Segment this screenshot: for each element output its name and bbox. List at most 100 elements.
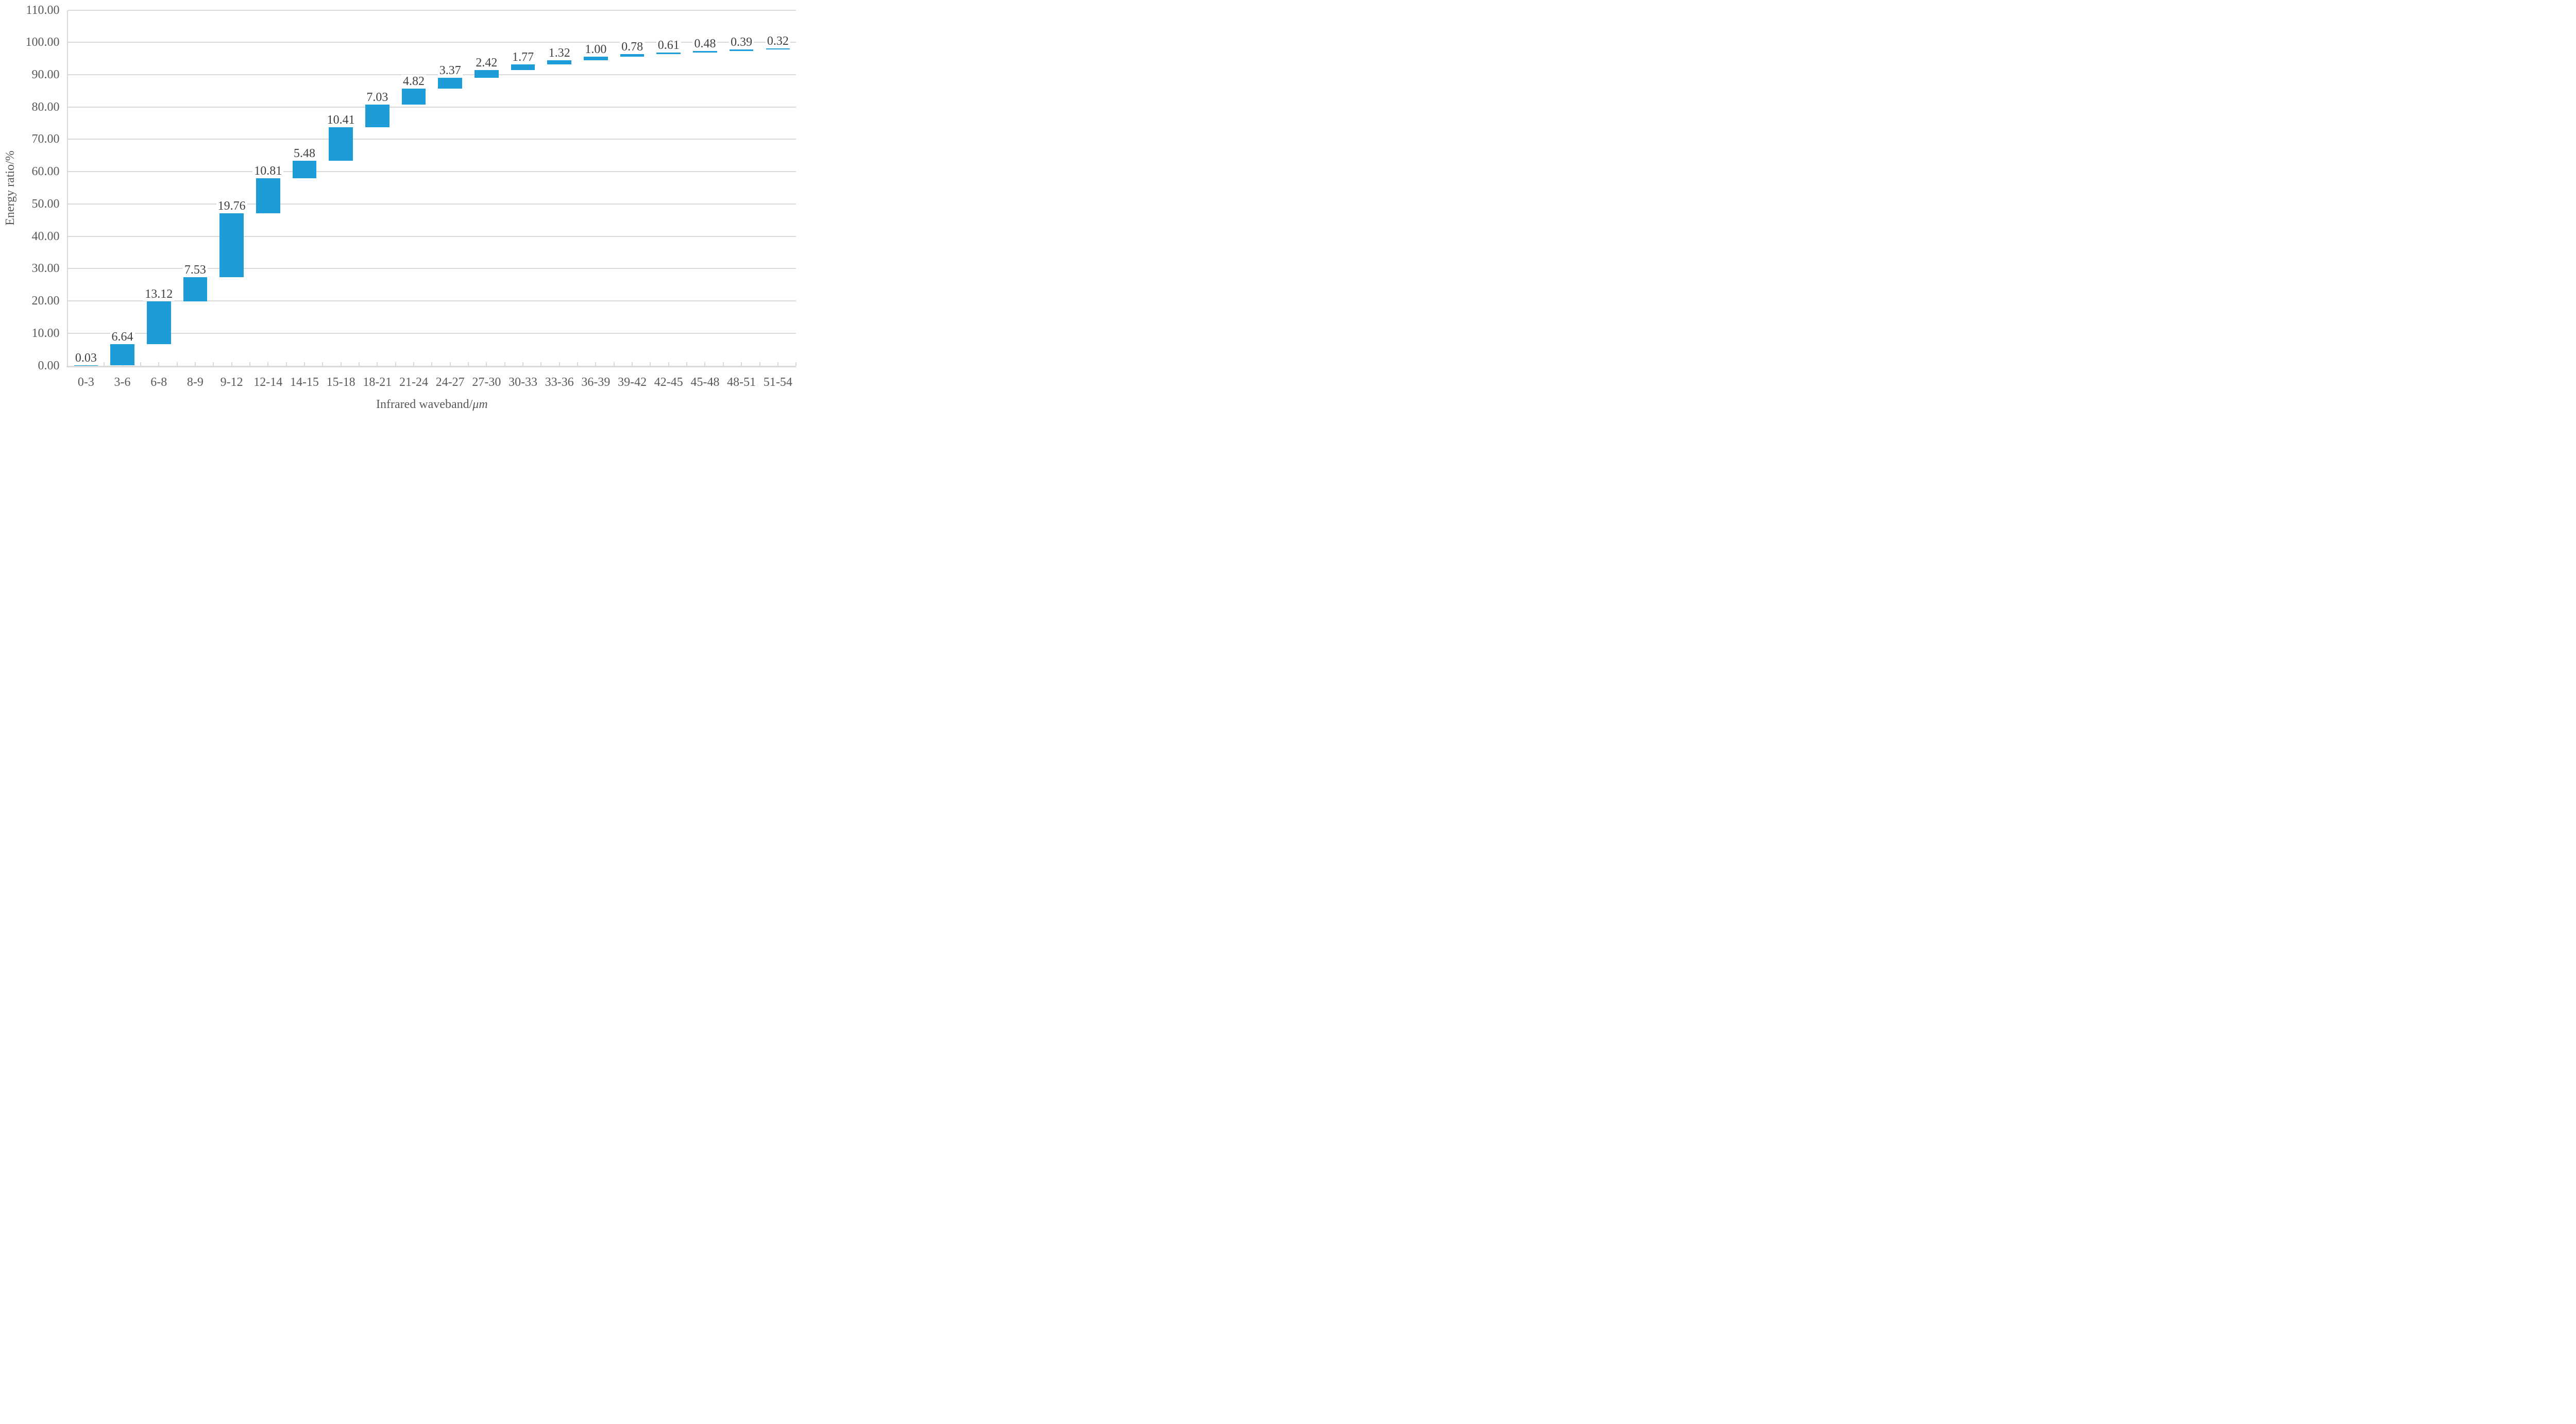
- bar-value-label: 1.77: [511, 50, 536, 64]
- y-tick-label: 90.00: [31, 67, 60, 81]
- x-tick-label: 33-36: [545, 376, 574, 389]
- x-axis-tick: [213, 362, 214, 366]
- gridline: [67, 106, 796, 108]
- bar: [620, 54, 645, 57]
- x-axis-title: Infrared waveband/μm: [68, 397, 796, 412]
- bar: [146, 301, 171, 344]
- x-tick-label: 27-30: [472, 376, 501, 389]
- gridline: [67, 300, 796, 302]
- x-axis-tick: [686, 362, 688, 366]
- y-tick-label: 30.00: [31, 262, 60, 276]
- x-tick-label: 6-8: [150, 376, 167, 389]
- x-tick-label: 15-18: [326, 376, 355, 389]
- x-axis-tick: [377, 362, 378, 366]
- bar-value-label: 7.03: [365, 90, 390, 104]
- bar: [292, 160, 317, 179]
- bar-value-label: 3.37: [437, 64, 463, 78]
- x-axis-tick: [504, 362, 505, 366]
- x-axis-tick: [104, 362, 105, 366]
- x-tick-label: 24-27: [435, 376, 465, 389]
- gridline: [67, 9, 796, 11]
- y-tick-label: 40.00: [31, 229, 60, 243]
- x-axis-tick: [632, 362, 633, 366]
- bar-value-label: 0.78: [620, 40, 645, 54]
- x-tick-label: 30-33: [509, 376, 538, 389]
- x-tick-label: 39-42: [618, 376, 647, 389]
- y-tick-label: 10.00: [31, 326, 60, 340]
- x-axis-tick: [486, 362, 487, 366]
- x-axis-tick: [540, 362, 542, 366]
- bar-value-label: 0.48: [692, 37, 718, 50]
- gridline: [67, 74, 796, 75]
- x-axis-tick: [468, 362, 469, 366]
- x-tick-label: 21-24: [399, 376, 428, 389]
- bar: [329, 127, 353, 161]
- x-axis-tick: [558, 362, 560, 366]
- bar: [401, 89, 426, 105]
- y-tick-label: 110.00: [26, 3, 60, 17]
- x-axis-line: [66, 365, 796, 367]
- x-axis-tick: [431, 362, 433, 366]
- x-axis-tick: [741, 362, 742, 366]
- x-axis-tick: [413, 362, 414, 366]
- y-tick-label: 100.00: [25, 36, 60, 49]
- x-axis-tick: [613, 362, 615, 366]
- bar-value-label: 10.41: [325, 113, 357, 127]
- x-axis-tick: [668, 362, 669, 366]
- x-tick-label: 42-45: [654, 376, 683, 389]
- x-tick-label: 36-39: [581, 376, 611, 389]
- x-axis-tick: [303, 362, 305, 366]
- bar: [110, 344, 134, 366]
- bar-value-label: 13.12: [143, 287, 175, 301]
- gridline: [67, 235, 796, 237]
- x-axis-tick: [777, 362, 778, 366]
- gridline: [67, 268, 796, 269]
- x-axis-tick: [395, 362, 396, 366]
- bar: [511, 64, 535, 71]
- x-axis-title-unit: μm: [472, 398, 488, 411]
- x-tick-label: 45-48: [690, 376, 720, 389]
- x-tick-label: 0-3: [77, 376, 94, 389]
- x-tick-label: 48-51: [727, 376, 756, 389]
- x-axis-tick: [231, 362, 232, 366]
- x-axis-tick: [577, 362, 579, 366]
- gridline: [67, 203, 796, 205]
- bar: [729, 49, 754, 51]
- bar-value-label: 7.53: [182, 263, 208, 277]
- x-axis-tick: [358, 362, 360, 366]
- y-axis-title: Energy ratio/%: [4, 150, 17, 226]
- bar-value-label: 4.82: [401, 75, 426, 89]
- x-tick-label: 8-9: [187, 376, 204, 389]
- bar-value-label: 2.42: [474, 56, 499, 70]
- bar-value-label: 19.76: [216, 199, 247, 213]
- bar-value-label: 0.03: [73, 351, 98, 365]
- gridline: [67, 139, 796, 140]
- x-axis-tick: [595, 362, 597, 366]
- x-axis-tick: [650, 362, 651, 366]
- x-axis-tick: [322, 362, 324, 366]
- bar: [365, 104, 389, 127]
- x-axis-title-text: Infrared waveband/: [376, 398, 473, 411]
- x-axis-tick: [722, 362, 724, 366]
- y-tick-label: 0.00: [38, 359, 60, 372]
- bar-value-label: 1.00: [583, 43, 608, 57]
- bar: [183, 277, 208, 302]
- x-axis-tick: [249, 362, 250, 366]
- y-tick-label: 20.00: [31, 294, 60, 308]
- x-axis-tick: [759, 362, 760, 366]
- y-axis-line: [66, 10, 68, 367]
- y-tick-label: 80.00: [31, 100, 60, 114]
- x-axis-tick: [340, 362, 342, 366]
- bar: [656, 52, 681, 55]
- x-tick-label: 12-14: [253, 376, 283, 389]
- x-axis-tick: [158, 362, 160, 366]
- waterfall-chart: Energy ratio/% Infrared waveband/μm 0.00…: [0, 0, 808, 413]
- bar: [766, 48, 790, 50]
- gridline: [67, 171, 796, 173]
- y-tick-label: 60.00: [31, 165, 60, 179]
- y-tick-label: 70.00: [31, 132, 60, 146]
- x-tick-label: 51-54: [763, 376, 792, 389]
- x-axis-tick: [140, 362, 141, 366]
- bar: [474, 70, 499, 78]
- bar-value-label: 10.81: [252, 164, 284, 178]
